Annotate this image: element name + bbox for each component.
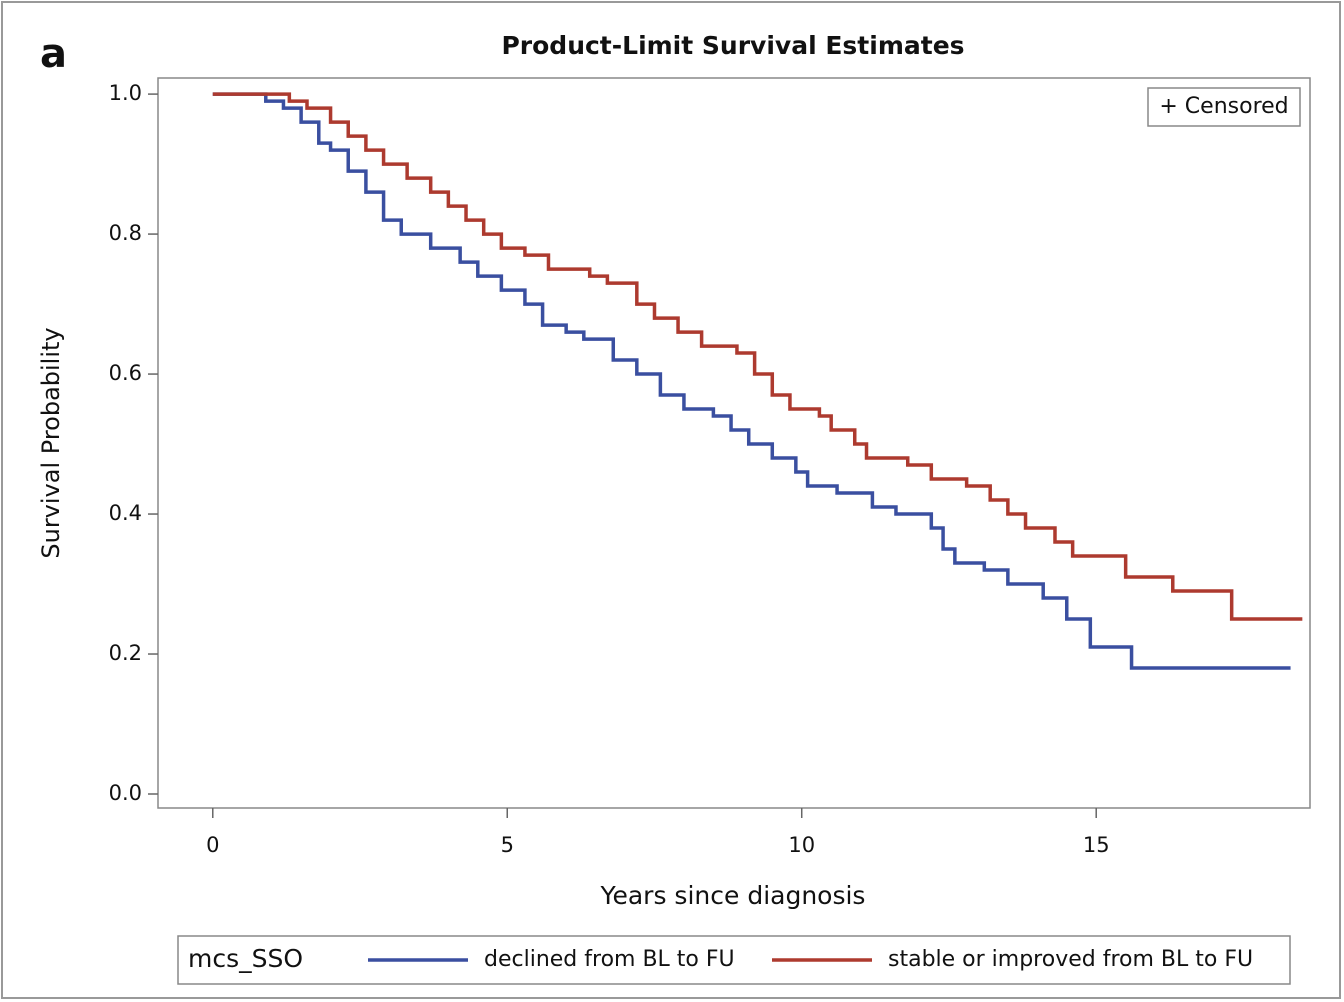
panel-label: a <box>40 31 67 77</box>
y-tick-label: 0.6 <box>109 361 142 385</box>
x-tick-label: 0 <box>206 833 219 857</box>
x-axis-label: Years since diagnosis <box>600 881 866 910</box>
y-tick-label: 0.2 <box>109 641 142 665</box>
censored-box <box>1147 87 1301 127</box>
plot-area <box>157 77 1311 809</box>
y-tick-label: 0.0 <box>109 781 142 805</box>
legend-title: mcs_SSO <box>188 944 303 973</box>
legend-label: declined from BL to FU <box>484 947 735 972</box>
censored-label: + Censored <box>1159 94 1288 119</box>
survival-curve <box>212 92 1303 621</box>
chart-title: Product-Limit Survival Estimates <box>501 31 964 60</box>
y-tick-label: 0.8 <box>109 221 142 245</box>
y-axis-label: Survival Probability <box>37 327 65 558</box>
x-tick-label: 5 <box>501 833 514 857</box>
x-tick-label: 15 <box>1083 833 1110 857</box>
y-tick-label: 1.0 <box>109 81 142 105</box>
legend-label: stable or improved from BL to FU <box>888 947 1253 972</box>
y-tick-label: 0.4 <box>109 501 142 525</box>
x-tick-label: 10 <box>788 833 815 857</box>
survival-curve <box>212 92 1291 670</box>
legend <box>177 935 1291 985</box>
